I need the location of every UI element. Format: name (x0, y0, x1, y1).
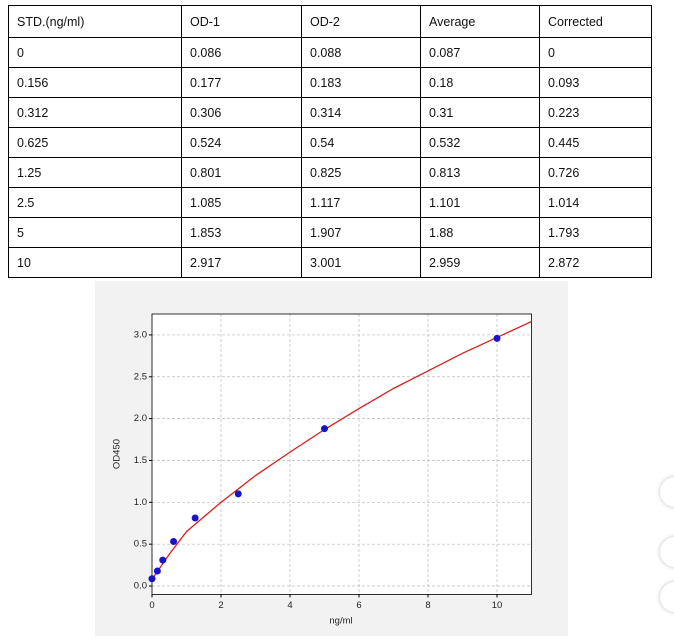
table-cell: 2.5 (8, 187, 182, 218)
table-cell: 1.014 (539, 187, 652, 218)
table-row: 10 2.917 3.001 2.959 2.872 (8, 247, 652, 278)
table-cell: 0.177 (181, 67, 302, 98)
table-row: 0.156 0.177 0.183 0.18 0.093 (8, 67, 652, 98)
table-cell: 3.001 (301, 247, 421, 278)
data-point (148, 575, 156, 583)
y-tick-label: 1.5 (134, 455, 147, 466)
table-cell: 10 (8, 247, 182, 278)
table-cell: 1.117 (301, 187, 421, 218)
side-button[interactable] (660, 582, 674, 612)
table-cell: 0.813 (420, 157, 540, 188)
table-cell: 0.312 (8, 97, 182, 128)
table-cell: 0.306 (181, 97, 302, 128)
data-point (321, 425, 328, 433)
table-cell: 1.907 (301, 217, 421, 248)
table-cell: 0.223 (539, 97, 652, 128)
table-cell: 0.54 (301, 127, 421, 158)
plot-area (152, 314, 532, 595)
table-row: 1.25 0.801 0.825 0.813 0.726 (8, 157, 652, 188)
table-cell: STD.(ng/ml) (8, 5, 182, 38)
y-tick-label: 1.0 (134, 497, 147, 508)
x-tick-label: 6 (356, 600, 361, 611)
plot-frame (151, 313, 532, 595)
header-row: STD.(ng/ml) OD-1 OD-2 Average Corrected (8, 5, 652, 38)
data-point (159, 556, 167, 564)
y-tick-label: 2.5 (134, 371, 147, 382)
side-button[interactable] (660, 537, 674, 567)
y-tick-label: 3.0 (134, 329, 147, 340)
table-cell: 1.101 (420, 187, 540, 218)
y-tick-label: 2.0 (134, 413, 147, 424)
x-tick-label: 0 (149, 600, 154, 611)
chart: ng/ml OD450 0.0 0.5 1.0 1.5 2.0 2.5 3.0 0 2 4 6 8 10 (95, 281, 568, 636)
y-tick-label: 0.5 (134, 539, 147, 550)
table-cell: Average (420, 5, 540, 38)
table-cell: 0.445 (539, 127, 652, 158)
table-cell: 0 (8, 37, 182, 68)
table-cell: 2.917 (181, 247, 302, 278)
table-cell: 1.793 (539, 217, 652, 248)
table-cell: 5 (8, 217, 182, 248)
table-row: 0 0.086 0.088 0.087 0 (8, 37, 652, 68)
table-cell: OD-2 (301, 5, 421, 38)
table-row: 0.312 0.306 0.314 0.31 0.223 (8, 97, 652, 128)
table-cell: 1.25 (8, 157, 182, 188)
data-point (191, 514, 199, 522)
table-cell: 0.087 (420, 37, 540, 68)
table-row: 0.625 0.524 0.54 0.532 0.445 (8, 127, 652, 158)
table-cell: Corrected (539, 5, 652, 38)
y-tick-label: 0.0 (134, 581, 147, 592)
table-cell: 0.086 (181, 37, 302, 68)
side-button[interactable] (660, 477, 674, 507)
y-axis-label: OD450 (112, 439, 123, 469)
table-cell: 0.825 (301, 157, 421, 188)
table-cell: 0.625 (8, 127, 182, 158)
table-cell: 0.31 (420, 97, 540, 128)
table-cell: 1.853 (181, 217, 302, 248)
table-cell: 1.085 (181, 187, 302, 218)
data-point (153, 567, 161, 575)
table-cell: 0.524 (181, 127, 302, 158)
table-cell: 0.18 (420, 67, 540, 98)
data-point (170, 538, 178, 546)
data-point (234, 490, 242, 498)
x-tick-label: 8 (425, 600, 430, 611)
table-cell: 0.726 (539, 157, 652, 188)
table-row: 5 1.853 1.907 1.88 1.793 (8, 217, 652, 248)
x-axis-label: ng/ml (329, 616, 352, 627)
table-cell: OD-1 (181, 5, 302, 38)
table-cell: 0.183 (301, 67, 421, 98)
table-cell: 0.093 (539, 67, 652, 98)
table-cell: 0.801 (181, 157, 302, 188)
table-cell: 0.532 (420, 127, 540, 158)
table-row: 2.5 1.085 1.117 1.101 1.014 (8, 187, 652, 218)
table-cell: 0.156 (8, 67, 182, 98)
table-cell: 0.314 (301, 97, 421, 128)
table-cell: 2.872 (539, 247, 652, 278)
table-cell: 0 (539, 37, 652, 68)
x-tick-label: 2 (218, 600, 223, 611)
table-cell: 1.88 (420, 217, 540, 248)
data-table: STD.(ng/ml) OD-1 OD-2 Average Corrected 0 0.08… (8, 5, 652, 278)
table-cell: 0.088 (301, 37, 421, 68)
x-tick-label: 10 (492, 600, 503, 611)
data-point (493, 334, 501, 342)
table-cell: 2.959 (420, 247, 540, 278)
x-tick-label: 4 (287, 600, 292, 611)
